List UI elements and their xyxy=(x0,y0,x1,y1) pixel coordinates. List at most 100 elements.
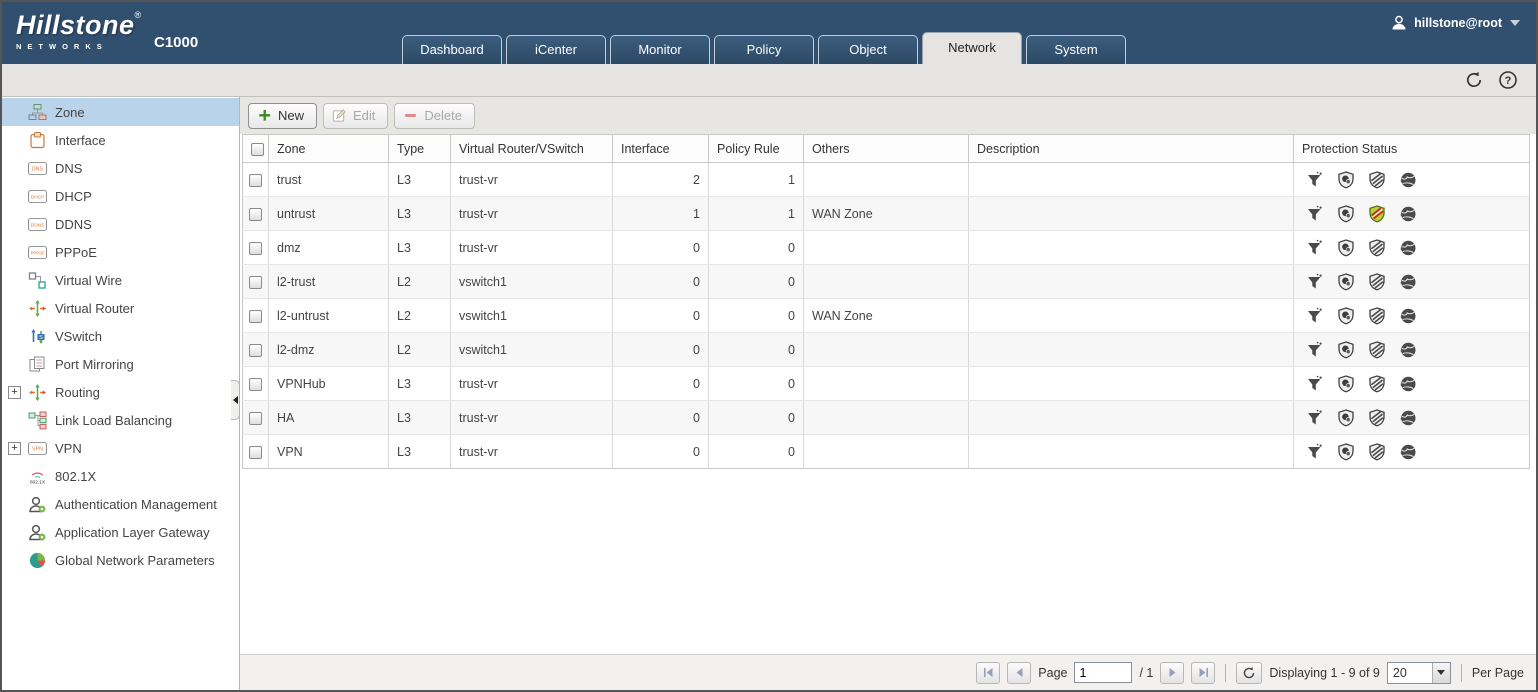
page-total: / 1 xyxy=(1139,665,1154,680)
row-checkbox[interactable] xyxy=(249,377,262,391)
tab-system[interactable]: System xyxy=(1026,35,1126,64)
per-page-select[interactable]: 20 xyxy=(1386,661,1451,684)
per-page-label: Per Page xyxy=(1471,665,1524,680)
column-header-interface[interactable]: Interface xyxy=(612,134,709,163)
row-checkbox[interactable] xyxy=(249,343,262,357)
column-header-zone[interactable]: Zone xyxy=(268,134,389,163)
expand-plus-icon[interactable]: + xyxy=(8,385,21,399)
cell-zone: dmz xyxy=(268,230,389,265)
table-row[interactable]: dmz L3 trust-vr 0 0 xyxy=(242,230,1530,265)
tab-policy[interactable]: Policy xyxy=(714,35,814,64)
dns-box-icon: DNS xyxy=(28,159,47,178)
edit-pencil-icon xyxy=(332,109,346,122)
sidebar-item-802-1x[interactable]: 802.1X 802.1X xyxy=(2,462,239,490)
column-header-virtual-router-vswitch[interactable]: Virtual Router/VSwitch xyxy=(450,134,613,163)
table-row[interactable]: trust L3 trust-vr 2 1 xyxy=(242,162,1530,197)
column-header-protection-status[interactable]: Protection Status xyxy=(1293,134,1530,163)
cell-others xyxy=(803,434,969,469)
sidebar-item-zone[interactable]: Zone xyxy=(2,98,239,126)
sidebar-item-port-mirroring[interactable]: Port Mirroring xyxy=(2,350,239,378)
sidebar-item-dns[interactable]: DNS DNS xyxy=(2,154,239,182)
next-page-button[interactable] xyxy=(1160,661,1185,684)
cell-description xyxy=(968,434,1294,469)
row-checkbox[interactable] xyxy=(249,173,262,187)
sidebar-item-ddns[interactable]: DDNS DDNS xyxy=(2,210,239,238)
row-checkbox[interactable] xyxy=(249,275,262,289)
row-checkbox[interactable] xyxy=(249,241,262,255)
cell-zone: l2-untrust xyxy=(268,298,389,333)
tab-icenter[interactable]: iCenter xyxy=(506,35,606,64)
sidebar-item-link-load-balancing[interactable]: Link Load Balancing xyxy=(2,406,239,434)
sidebar-item-global-network-parameters[interactable]: Global Network Parameters xyxy=(2,546,239,574)
first-page-button[interactable] xyxy=(976,661,1001,684)
sidebar-item-authentication-management[interactable]: Authentication Management xyxy=(2,490,239,518)
column-header-policy-rule[interactable]: Policy Rule xyxy=(708,134,804,163)
sidebar-item-label: Link Load Balancing xyxy=(55,412,173,428)
cell-protection-status xyxy=(1293,162,1530,197)
column-header-description[interactable]: Description xyxy=(968,134,1294,163)
tab-network[interactable]: Network xyxy=(922,32,1022,64)
sidebar-item-virtual-router[interactable]: Virtual Router xyxy=(2,294,239,322)
cell-type: L2 xyxy=(388,264,451,299)
row-checkbox[interactable] xyxy=(249,411,262,425)
table-row[interactable]: untrust L3 trust-vr 1 1 WAN Zone xyxy=(242,196,1530,231)
sidebar-item-interface[interactable]: Interface xyxy=(2,126,239,154)
sidebar-item-vpn[interactable]: + VPN VPN xyxy=(2,434,239,462)
row-checkbox[interactable] xyxy=(249,445,262,459)
cell-zone: untrust xyxy=(268,196,389,231)
tab-object[interactable]: Object xyxy=(818,35,918,64)
url-filter-globe-icon xyxy=(1399,375,1417,393)
sidebar-item-label: VSwitch xyxy=(55,328,102,344)
tab-dashboard[interactable]: Dashboard xyxy=(402,35,502,64)
zone-icon xyxy=(28,103,47,122)
user-name: hillstone@root xyxy=(1414,16,1502,30)
cell-others xyxy=(803,264,969,299)
row-checkbox[interactable] xyxy=(249,309,262,323)
new-button[interactable]: New xyxy=(248,102,318,129)
sidebar-item-vswitch[interactable]: S VSwitch xyxy=(2,322,239,350)
cell-description xyxy=(968,298,1294,333)
select-all-checkbox[interactable] xyxy=(251,142,264,156)
table-row[interactable]: VPN L3 trust-vr 0 0 xyxy=(242,434,1530,469)
tree-indent xyxy=(8,470,21,483)
cell-vr: vswitch1 xyxy=(450,332,613,367)
column-header-others[interactable]: Others xyxy=(803,134,969,163)
zone-table: Zone Type Virtual Router/VSwitch Interface P… xyxy=(242,134,1530,469)
delete-button[interactable]: Delete xyxy=(394,102,475,129)
table-row[interactable]: VPNHub L3 trust-vr 0 0 xyxy=(242,366,1530,401)
last-page-button[interactable] xyxy=(1191,661,1216,684)
user-menu[interactable]: hillstone@root xyxy=(1390,14,1520,32)
sidebar-item-application-layer-gateway[interactable]: Application Layer Gateway xyxy=(2,518,239,546)
antivirus-shield-icon xyxy=(1337,170,1355,189)
page-label: Page xyxy=(1038,665,1068,680)
sidebar-collapse-handle[interactable] xyxy=(231,380,240,420)
sidebar-item-virtual-wire[interactable]: Virtual Wire xyxy=(2,266,239,294)
user-icon xyxy=(1390,14,1408,32)
table-row[interactable]: l2-dmz L2 vswitch1 0 0 xyxy=(242,332,1530,367)
cell-zone: l2-dmz xyxy=(268,332,389,367)
table-row[interactable]: HA L3 trust-vr 0 0 xyxy=(242,400,1530,435)
sidebar-item-dhcp[interactable]: DHCP DHCP xyxy=(2,182,239,210)
table-row[interactable]: l2-trust L2 vswitch1 0 0 xyxy=(242,264,1530,299)
brand-name: Hillstone xyxy=(16,10,135,40)
nav-tabs: Dashboard iCenter Monitor Policy Object Netwo… xyxy=(402,32,1126,64)
page-input[interactable] xyxy=(1074,662,1133,683)
column-header-type[interactable]: Type xyxy=(388,134,451,163)
edit-button[interactable]: Edit xyxy=(323,102,389,129)
cell-interface: 0 xyxy=(612,298,709,333)
expand-plus-icon[interactable]: + xyxy=(8,441,21,455)
refresh-table-button[interactable] xyxy=(1236,661,1263,684)
prev-page-button[interactable] xyxy=(1007,661,1032,684)
svg-text:DNS: DNS xyxy=(32,166,43,172)
sidebar-item-pppoe[interactable]: PPPoE PPPoE xyxy=(2,238,239,266)
sidebar-item-routing[interactable]: + Routing xyxy=(2,378,239,406)
help-icon[interactable]: ? xyxy=(1498,70,1518,90)
chevron-down-icon xyxy=(1431,662,1450,683)
refresh-icon[interactable] xyxy=(1464,70,1484,90)
cell-type: L2 xyxy=(388,298,451,333)
table-row[interactable]: l2-untrust L2 vswitch1 0 0 WAN Zone xyxy=(242,298,1530,333)
tab-monitor[interactable]: Monitor xyxy=(610,35,710,64)
ips-shield-icon xyxy=(1368,272,1386,291)
minus-icon xyxy=(405,114,417,117)
row-checkbox[interactable] xyxy=(249,207,262,221)
